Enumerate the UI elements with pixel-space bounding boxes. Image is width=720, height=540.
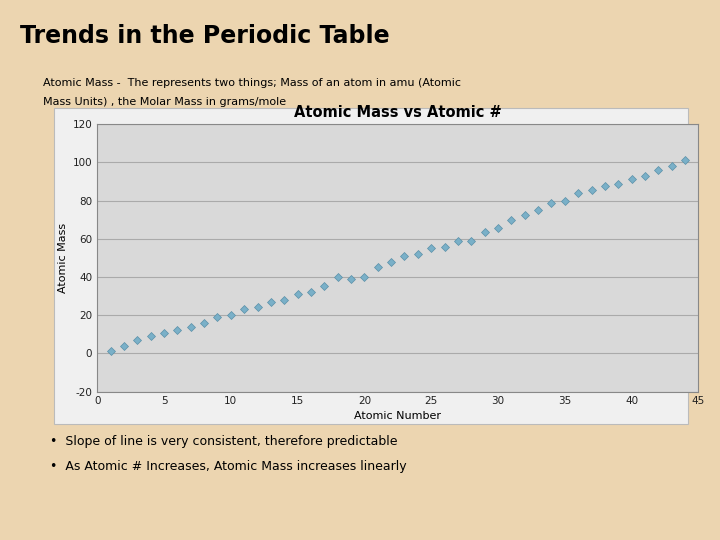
X-axis label: Atomic Number: Atomic Number xyxy=(354,410,441,421)
Title: Atomic Mass vs Atomic #: Atomic Mass vs Atomic # xyxy=(294,105,502,120)
Text: Mass Units) , the Molar Mass in grams/mole: Mass Units) , the Molar Mass in grams/mo… xyxy=(43,97,287,107)
Text: •  As Atomic # Increases, Atomic Mass increases linearly: • As Atomic # Increases, Atomic Mass inc… xyxy=(50,460,407,473)
Text: Trends in the Periodic Table: Trends in the Periodic Table xyxy=(20,24,390,48)
Text: •  Slope of line is very consistent, therefore predictable: • Slope of line is very consistent, ther… xyxy=(50,435,398,448)
Text: Atomic Mass -  The represents two things; Mass of an atom in amu (Atomic: Atomic Mass - The represents two things;… xyxy=(43,78,462,89)
Y-axis label: Atomic Mass: Atomic Mass xyxy=(58,223,68,293)
